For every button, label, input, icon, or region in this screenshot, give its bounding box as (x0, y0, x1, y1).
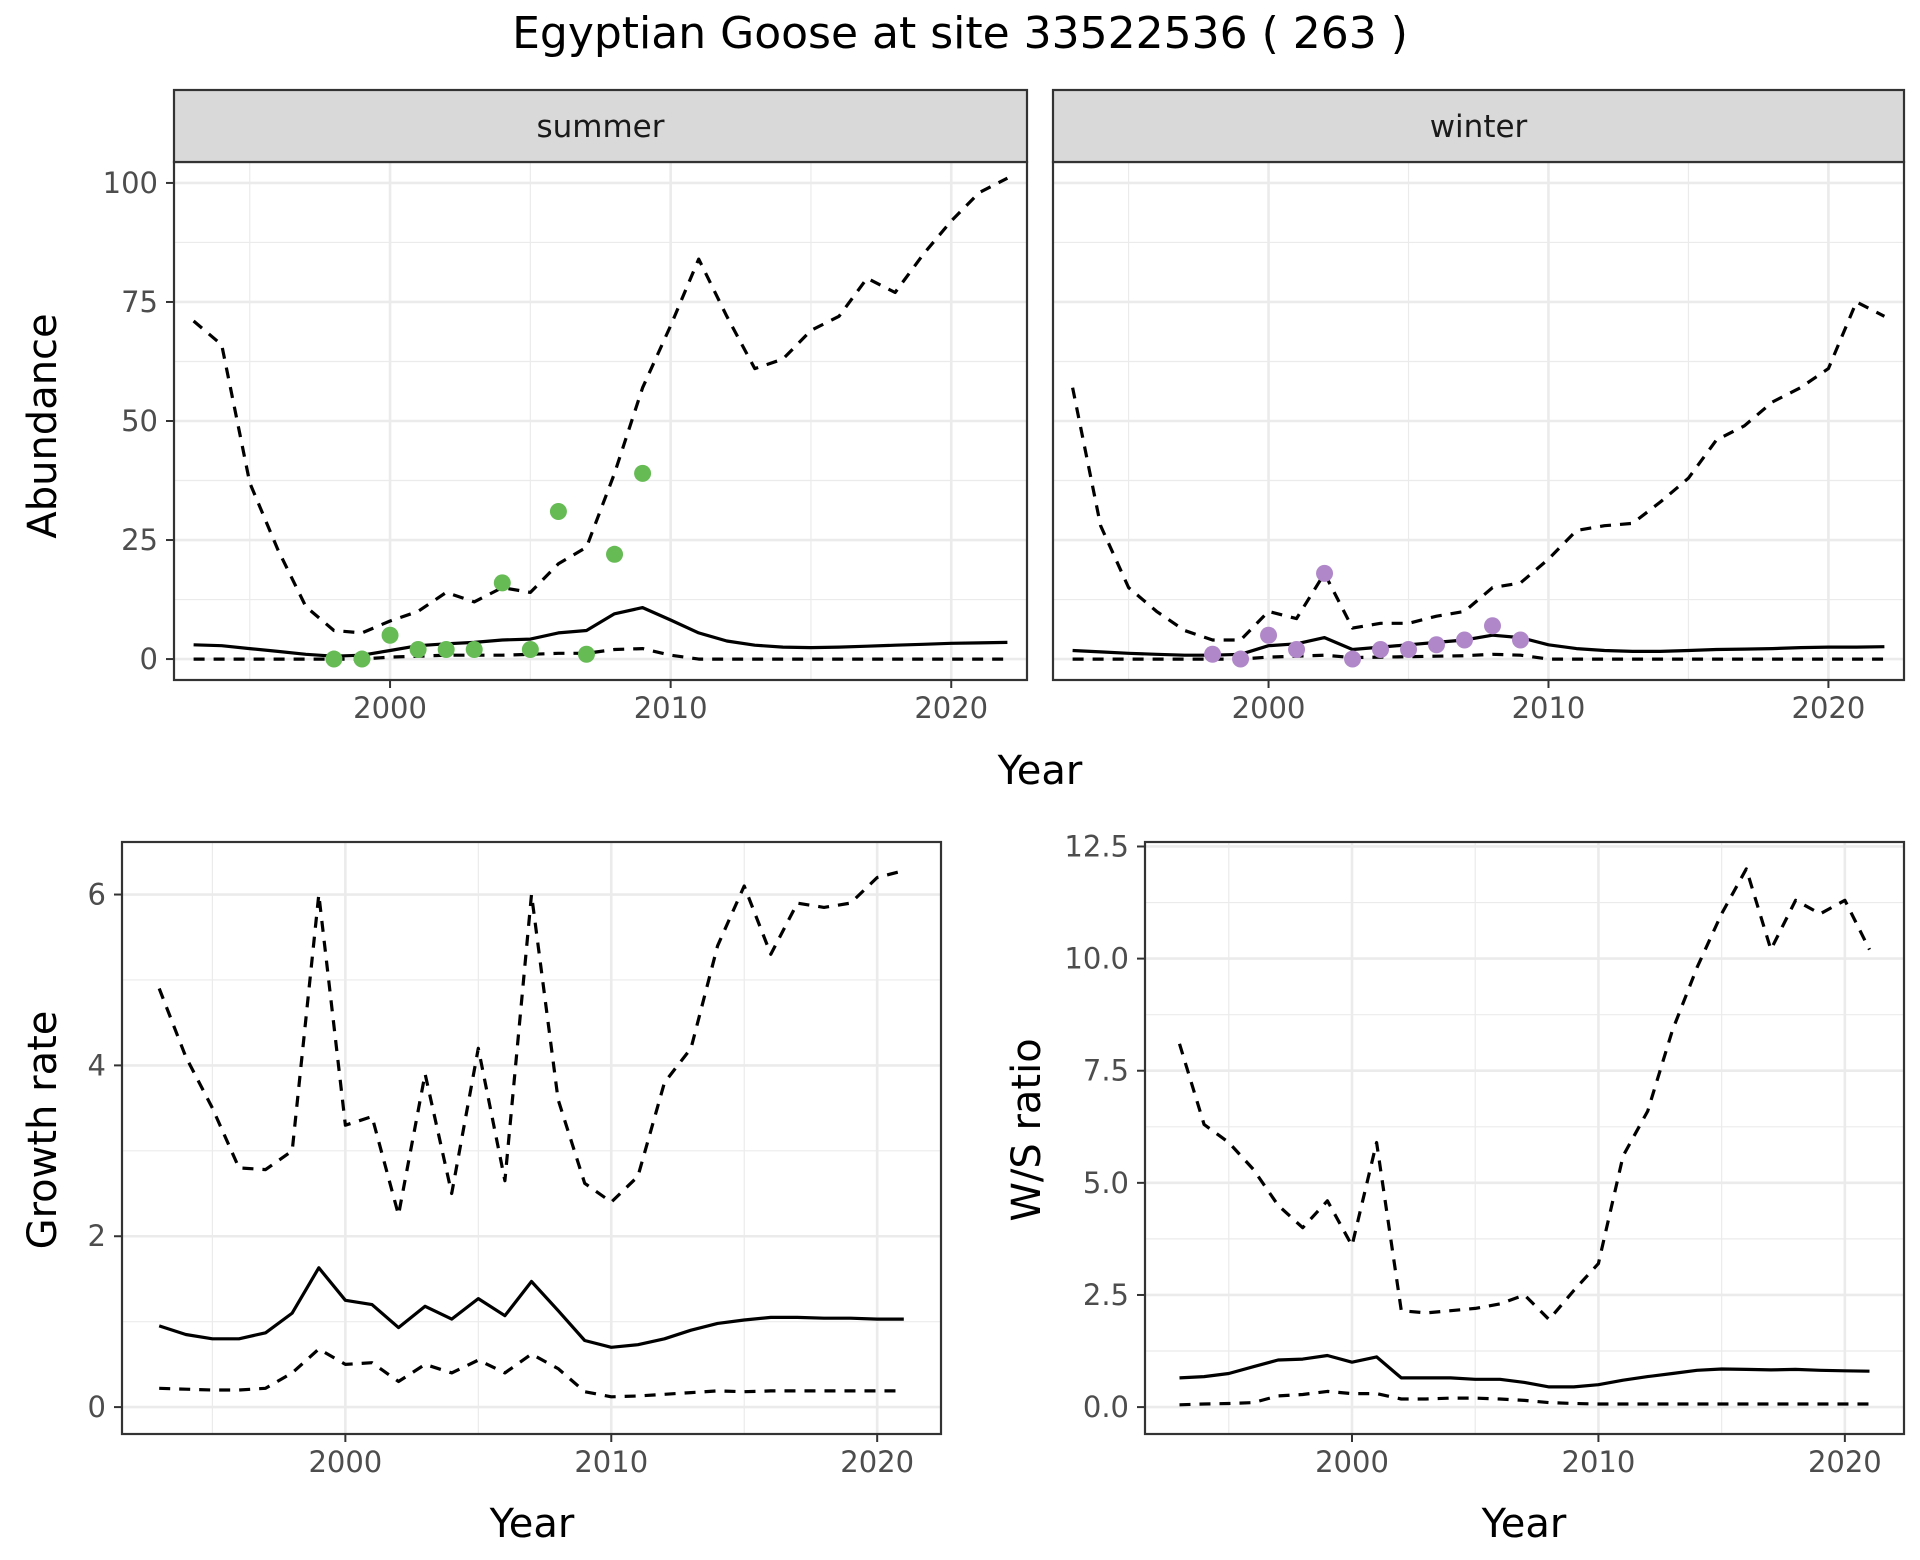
summer-data-point (325, 650, 343, 668)
summer-data-point (577, 645, 595, 663)
winter-data-point (1204, 645, 1222, 663)
summer-y-tick-label: 100 (103, 166, 158, 200)
growth-x-axis-title: Year (489, 1501, 575, 1547)
panel-ws-ratio: 2000 2010 2020 0.0 2.5 5.0 7.5 10.0 12.5 (1064, 829, 1906, 1479)
winter-line-upper (1071, 300, 1886, 642)
summer-data-point (549, 502, 567, 520)
winter-data-point (1428, 636, 1446, 654)
summer-data-point (465, 641, 483, 659)
summer-data-point (606, 545, 624, 563)
growth-y-tick-label: 6 (88, 878, 106, 912)
summer-strip (172, 88, 1029, 164)
winter-data-point (1511, 631, 1529, 649)
growth-y-tick-label: 2 (88, 1219, 106, 1253)
winter-data-point (1372, 641, 1390, 659)
winter-line-lower (1072, 652, 1885, 661)
growth-x-tick-label: 2010 (574, 1445, 648, 1479)
panel-summer: summer 2000 2010 2020 0 25 50 75 100 (103, 88, 1029, 725)
summer-x-tick-label: 2010 (634, 691, 708, 725)
summer-data-point (634, 464, 652, 482)
ws-y-tick-label: 12.5 (1064, 829, 1129, 863)
ws-y-axis-title: W/S ratio (1004, 1038, 1050, 1221)
figure-title: Egyptian Goose at site 33522536 ( 263 ) (512, 8, 1408, 59)
winter-x-tick-label: 2020 (1792, 691, 1866, 725)
top-y-axis-title: Abundance (20, 313, 66, 538)
winter-data-point (1344, 650, 1362, 668)
ws-plot-background (1145, 842, 1904, 1434)
summer-x-tick-label: 2020 (914, 691, 988, 725)
winter-data-point (1456, 631, 1474, 649)
summer-x-tick-label: 2000 (353, 691, 427, 725)
winter-x-tick-label: 2000 (1232, 691, 1306, 725)
ws-line-lower (1179, 1389, 1870, 1407)
summer-data-point (437, 641, 455, 659)
growth-y-axis-title: Growth rate (20, 1011, 66, 1250)
growth-x-tick-label: 2000 (308, 1445, 382, 1479)
panel-winter: winter 2000 2010 2020 (1051, 88, 1906, 725)
ws-x-tick-label: 2010 (1562, 1445, 1636, 1479)
winter-data-point (1260, 626, 1278, 644)
ws-y-tick-label: 0.0 (1083, 1390, 1129, 1424)
growth-plot-background (122, 842, 941, 1434)
summer-y-tick-label: 25 (121, 523, 158, 557)
ws-x-tick-label: 2000 (1315, 1445, 1389, 1479)
winter-data-point (1483, 617, 1501, 635)
ws-y-tick-label: 10.0 (1064, 942, 1129, 976)
ws-x-axis-title: Year (1481, 1501, 1567, 1547)
summer-line-upper (192, 176, 1009, 635)
panel-growth-rate: 2000 2010 2020 0 2 4 6 (88, 840, 943, 1479)
growth-line-lower (159, 1347, 904, 1399)
top-x-axis-title: Year (997, 748, 1083, 794)
growth-line-estimate (158, 1266, 904, 1349)
winter-data-point (1288, 641, 1306, 659)
growth-y-tick-label: 0 (88, 1390, 106, 1424)
growth-panel-border (120, 840, 943, 1436)
winter-data-point (1316, 564, 1334, 582)
ws-panel-border (1143, 840, 1906, 1436)
growth-line-upper (157, 869, 905, 1217)
summer-strip-label: summer (536, 109, 664, 145)
summer-data-point (521, 641, 539, 659)
summer-data-point (381, 626, 399, 644)
ws-y-tick-label: 7.5 (1083, 1054, 1129, 1088)
summer-y-tick-label: 50 (121, 404, 158, 438)
ws-x-tick-label: 2020 (1808, 1445, 1882, 1479)
winter-data-point (1400, 641, 1418, 659)
winter-strip (1051, 88, 1906, 164)
winter-strip-label: winter (1430, 109, 1528, 145)
winter-x-tick-label: 2010 (1512, 691, 1586, 725)
ws-line-estimate (1179, 1353, 1870, 1389)
growth-y-tick-label: 4 (88, 1048, 106, 1082)
summer-data-point (409, 641, 427, 659)
growth-x-tick-label: 2020 (840, 1445, 914, 1479)
ws-y-tick-label: 5.0 (1083, 1166, 1129, 1200)
ws-y-tick-label: 2.5 (1083, 1278, 1129, 1312)
winter-data-point (1232, 650, 1250, 668)
summer-line-lower (193, 646, 1008, 661)
summer-y-tick-label: 0 (140, 642, 158, 676)
summer-data-point (353, 650, 371, 668)
summer-data-point (493, 574, 511, 592)
summer-y-tick-label: 75 (121, 285, 158, 319)
